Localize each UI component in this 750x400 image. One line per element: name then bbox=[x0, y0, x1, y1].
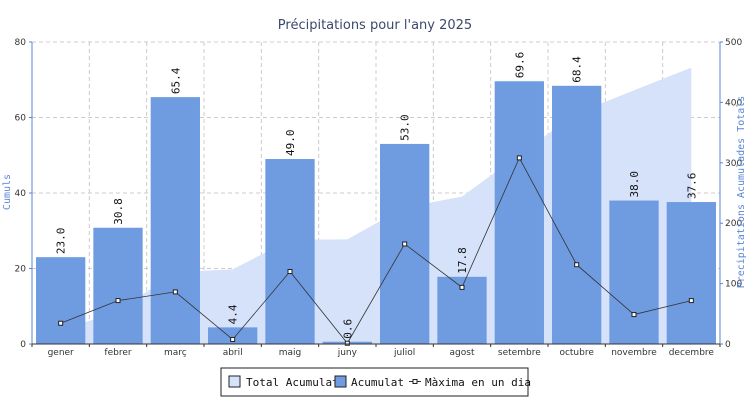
line-point bbox=[287, 269, 293, 275]
legend-label-total: Total Acumulat bbox=[246, 376, 339, 389]
line-point bbox=[402, 241, 408, 247]
y-tick-label: 40 bbox=[15, 189, 27, 199]
bar-decembre bbox=[666, 202, 716, 344]
y-axis-label: Cumuls bbox=[2, 174, 13, 210]
bar-label: 65.4 bbox=[169, 67, 182, 94]
bar-març bbox=[150, 97, 200, 345]
legend: Total Acumulat Acumulat Màxima en un dia bbox=[220, 367, 531, 397]
bar-abril bbox=[208, 327, 258, 344]
legend-swatch-total bbox=[228, 375, 241, 388]
y2-tick-label: 100 bbox=[725, 280, 742, 290]
y-tick-label: 60 bbox=[15, 114, 27, 124]
x-tick-label: novembre bbox=[611, 348, 657, 358]
chart-title: Précipitations pour l'any 2025 bbox=[278, 18, 472, 33]
x-tick-label: decembre bbox=[669, 348, 715, 358]
bar-setembre bbox=[494, 81, 544, 344]
legend-marker-max bbox=[412, 379, 418, 384]
bar-gener bbox=[36, 257, 86, 344]
bar-label: 0.6 bbox=[341, 319, 354, 339]
line-point bbox=[115, 298, 121, 304]
bar-label: 53.0 bbox=[399, 114, 412, 141]
y-tick-label: 20 bbox=[15, 265, 27, 275]
legend-label-acumulat: Acumulat bbox=[351, 376, 404, 389]
y2-tick-label: 400 bbox=[725, 98, 742, 108]
y2-tick-label: 0 bbox=[725, 340, 731, 350]
bar-label: 68.4 bbox=[571, 56, 584, 83]
y2-tick-label: 200 bbox=[725, 219, 742, 229]
bar-label: 37.6 bbox=[685, 173, 698, 200]
legend-label-max: Màxima en un dia bbox=[425, 376, 531, 389]
y-tick-label: 0 bbox=[20, 340, 26, 350]
x-tick-label: juliol bbox=[393, 348, 415, 358]
bars-layer bbox=[36, 81, 716, 345]
bar-label: 4.4 bbox=[227, 304, 240, 324]
line-maxima bbox=[60, 156, 692, 344]
bar-label: 49.0 bbox=[284, 130, 297, 157]
x-tick-label: agost bbox=[450, 348, 475, 358]
bar-labels-layer: 23.0 30.8 65.4 4.4 49.0 0.6 53.0 17.8 69.6 68.4 38… bbox=[55, 52, 699, 339]
x-tick-label: octubre bbox=[559, 348, 594, 358]
line-point bbox=[172, 289, 178, 295]
line-point bbox=[574, 262, 580, 268]
legend-box bbox=[220, 367, 529, 397]
x-tick-label: abril bbox=[223, 348, 243, 358]
x-tick-label: març bbox=[164, 348, 187, 358]
bar-label: 30.8 bbox=[112, 198, 125, 225]
daily-max-line-layer bbox=[58, 155, 694, 346]
bar-maig bbox=[265, 159, 315, 344]
y2-tick-label: 300 bbox=[725, 159, 742, 169]
line-point bbox=[688, 298, 694, 304]
bar-label: 23.0 bbox=[55, 228, 68, 255]
line-point bbox=[344, 340, 350, 346]
x-tick-label: maig bbox=[279, 348, 302, 358]
line-point bbox=[631, 312, 637, 318]
bar-octubre bbox=[552, 85, 602, 344]
line-point bbox=[459, 284, 465, 290]
x-tick-label: gener bbox=[48, 348, 74, 358]
bar-novembre bbox=[609, 200, 659, 344]
bar-label: 17.8 bbox=[456, 247, 469, 274]
x-tick-label: febrer bbox=[104, 348, 131, 358]
line-point bbox=[516, 155, 522, 161]
x-tick-label: setembre bbox=[498, 348, 541, 358]
axes: 0 20 40 60 80 0 100 200 300 400 500 gener febrer març… bbox=[15, 38, 743, 358]
line-point bbox=[58, 320, 64, 326]
legend-swatch-acumulat bbox=[334, 375, 347, 388]
y2-tick-label: 500 bbox=[725, 38, 742, 48]
bar-febrer bbox=[93, 227, 143, 344]
line-point bbox=[230, 336, 236, 342]
x-tick-label: juny bbox=[337, 348, 358, 358]
y2-axis-label: Precipitations Acumulades Totals bbox=[736, 96, 747, 289]
y-tick-label: 80 bbox=[15, 38, 27, 48]
bar-label: 69.6 bbox=[513, 52, 526, 79]
bar-label: 38.0 bbox=[628, 171, 641, 198]
